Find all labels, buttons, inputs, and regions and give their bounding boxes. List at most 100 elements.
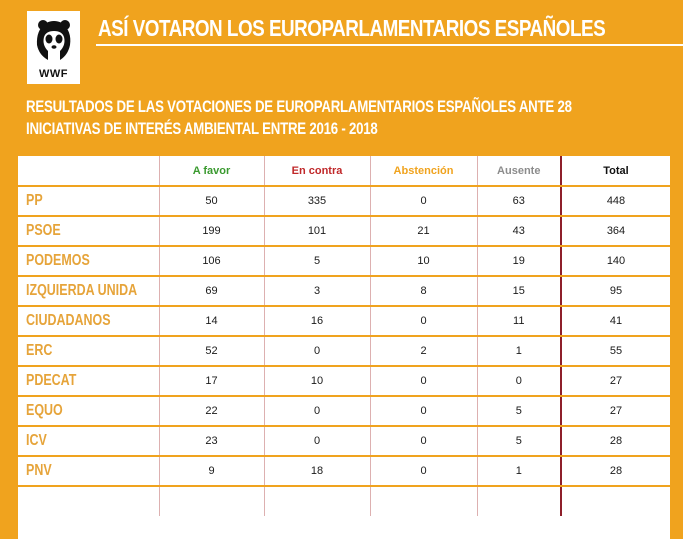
cell-total: 55 [561,336,670,367]
party-name: IZQUIERDA UNIDA [18,276,160,307]
cell-abstencion: 21 [370,216,478,247]
cell-a-favor: 9 [159,456,265,487]
cell-a-favor: 17 [159,366,265,397]
cell-en-contra: 3 [264,276,371,307]
cell-total: 27 [561,396,670,427]
cell-ausente: 15 [477,276,562,307]
header-abstencion: Abstención [370,156,478,187]
table-row: PDECAT 17 10 0 0 27 [18,366,670,397]
table-header-row: A favor En contra Abstención Ausente Tot… [18,156,670,187]
cell-en-contra: 0 [264,396,371,427]
party-label: IZQUIERDA UNIDA [26,282,138,299]
cell-abstencion: 2 [370,336,478,367]
header-party [18,156,160,187]
party-name: ERC [18,336,160,367]
cell-ausente: 43 [477,216,562,247]
cell-en-contra: 0 [264,336,371,367]
panda-icon [36,20,71,60]
cell-a-favor: 69 [159,276,265,307]
cell-en-contra: 101 [264,216,371,247]
cell-ausente: 63 [477,186,562,217]
title-underline [96,44,683,46]
table-row: EQUO 22 0 0 5 27 [18,396,670,427]
cell-en-contra: 18 [264,456,371,487]
cell-a-favor: 14 [159,306,265,337]
cell-total: 364 [561,216,670,247]
cell-abstencion: 0 [370,456,478,487]
cell-total: 448 [561,186,670,217]
table-body: PP 50 335 0 63 448 PSOE 199 101 21 43 364 PODEMOS 106… [18,186,670,516]
party-label: PDECAT [26,372,77,389]
empty-cell [561,486,670,516]
table-row: IZQUIERDA UNIDA 69 3 8 15 95 [18,276,670,307]
cell-a-favor: 52 [159,336,265,367]
cell-abstencion: 8 [370,276,478,307]
party-label: ICV [26,432,47,449]
header-en-contra: En contra [264,156,371,187]
cell-en-contra: 10 [264,366,371,397]
empty-cell [18,486,160,516]
cell-total: 28 [561,426,670,457]
cell-en-contra: 335 [264,186,371,217]
cell-ausente: 5 [477,396,562,427]
wwf-logo: WWF [27,11,80,84]
party-label: PP [26,192,43,209]
cell-total: 41 [561,306,670,337]
cell-abstencion: 0 [370,366,478,397]
header-total: Total [561,156,670,187]
table-row: PODEMOS 106 5 10 19 140 [18,246,670,277]
cell-total: 95 [561,276,670,307]
cell-ausente: 0 [477,366,562,397]
party-name: PSOE [18,216,160,247]
page-subtitle: RESULTADOS DE LAS VOTACIONES DE EUROPARL… [26,97,572,138]
cell-a-favor: 106 [159,246,265,277]
cell-en-contra: 5 [264,246,371,277]
cell-ausente: 11 [477,306,562,337]
party-name: PDECAT [18,366,160,397]
party-label: EQUO [26,402,63,419]
table-row: ERC 52 0 2 1 55 [18,336,670,367]
cell-en-contra: 16 [264,306,371,337]
cell-total: 27 [561,366,670,397]
party-name: PODEMOS [18,246,160,277]
cell-en-contra: 0 [264,426,371,457]
party-label: CIUDADANOS [26,312,111,329]
table-row: CIUDADANOS 14 16 0 11 41 [18,306,670,337]
votes-table: A favor En contra Abstención Ausente Tot… [18,156,670,516]
cell-a-favor: 199 [159,216,265,247]
cell-ausente: 1 [477,456,562,487]
party-name: CIUDADANOS [18,306,160,337]
cell-abstencion: 0 [370,186,478,217]
table-row: PP 50 335 0 63 448 [18,186,670,217]
cell-abstencion: 0 [370,396,478,427]
table-row-empty [18,486,670,516]
party-name: PNV [18,456,160,487]
party-label: PSOE [26,222,61,239]
header-ausente: Ausente [477,156,562,187]
empty-cell [370,486,478,516]
table-row: PSOE 199 101 21 43 364 [18,216,670,247]
cell-abstencion: 10 [370,246,478,277]
header-a-favor: A favor [159,156,265,187]
empty-cell [477,486,562,516]
cell-total: 140 [561,246,670,277]
party-label: PNV [26,462,52,479]
party-name: PP [18,186,160,217]
cell-a-favor: 50 [159,186,265,217]
votes-table-container: A favor En contra Abstención Ausente Tot… [18,156,670,539]
party-label: ERC [26,342,53,359]
cell-total: 28 [561,456,670,487]
party-name: ICV [18,426,160,457]
page-title: ASÍ VOTARON LOS EUROPARLAMENTARIOS ESPAÑ… [98,15,606,41]
party-name: EQUO [18,396,160,427]
cell-ausente: 19 [477,246,562,277]
party-label: PODEMOS [26,252,90,269]
empty-cell [264,486,371,516]
cell-abstencion: 0 [370,426,478,457]
empty-cell [159,486,265,516]
table-row: ICV 23 0 0 5 28 [18,426,670,457]
cell-ausente: 5 [477,426,562,457]
cell-a-favor: 22 [159,396,265,427]
cell-abstencion: 0 [370,306,478,337]
cell-a-favor: 23 [159,426,265,457]
